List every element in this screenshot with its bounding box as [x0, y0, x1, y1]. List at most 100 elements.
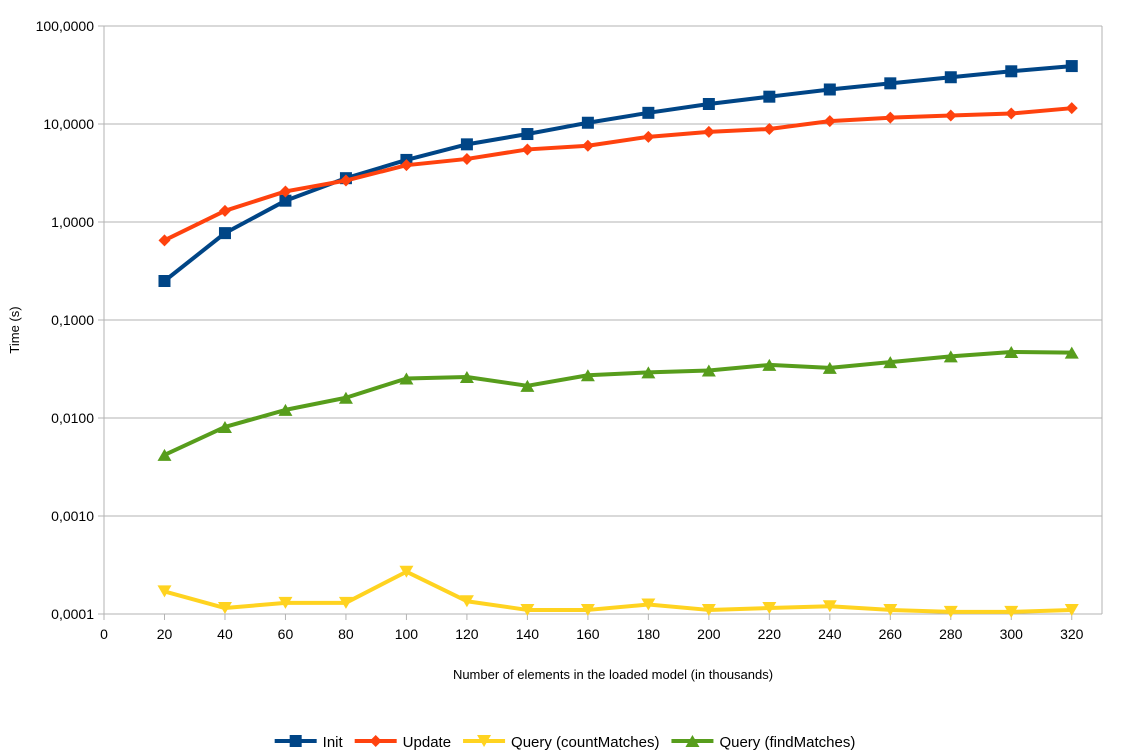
legend-marker	[685, 735, 700, 747]
data-point	[1064, 346, 1079, 359]
x-tick-label: 160	[576, 626, 600, 642]
data-point	[943, 350, 958, 363]
data-point	[883, 356, 898, 369]
data-point	[762, 602, 777, 615]
series-line	[162, 106, 1074, 243]
data-point	[580, 369, 595, 382]
data-point	[459, 595, 474, 608]
legend-marker	[369, 735, 382, 747]
data-point	[339, 174, 352, 187]
data-point	[702, 97, 715, 110]
data-point	[701, 364, 716, 377]
y-axis-title: Time (s)	[7, 306, 22, 353]
x-tick-label: 140	[516, 626, 540, 642]
series-line	[162, 569, 1074, 614]
x-tick-label: 240	[818, 626, 842, 642]
series-line	[162, 349, 1074, 457]
data-point	[944, 71, 957, 84]
legend: Init Update Query (countMatches) Query (fin…	[274, 734, 855, 751]
x-tick-label: 120	[455, 626, 479, 642]
y-tick-label: 0,1000	[51, 312, 94, 328]
y-tick-label: 1,0000	[51, 214, 94, 230]
y-tick-label: 0,0010	[51, 508, 94, 524]
data-point	[460, 152, 473, 165]
data-point	[400, 159, 413, 172]
data-point	[1004, 605, 1019, 618]
data-point	[884, 111, 897, 124]
tick-labels: 0,0001 0,0010 0,0100 0,1000 1,0000 10,0000 100…	[36, 18, 1084, 642]
series-update	[158, 102, 1078, 247]
legend-label: Query (countMatches)	[511, 734, 659, 751]
data-point	[580, 603, 595, 616]
data-point	[338, 596, 353, 609]
series-init	[158, 60, 1078, 288]
data-point	[1065, 102, 1078, 115]
data-point	[520, 379, 535, 392]
data-point	[822, 600, 837, 613]
data-point	[217, 602, 232, 615]
legend-item: Query (countMatches)	[463, 734, 659, 751]
data-point	[763, 122, 776, 135]
data-point	[521, 143, 534, 156]
legend-item: Update	[354, 734, 451, 751]
data-point	[459, 371, 474, 384]
data-point	[278, 403, 293, 416]
data-point	[762, 358, 777, 371]
data-point	[278, 596, 293, 609]
data-point	[279, 194, 292, 207]
x-tick-label: 100	[395, 626, 419, 642]
data-point	[338, 391, 353, 404]
data-point	[642, 130, 655, 143]
x-tick-label: 180	[637, 626, 661, 642]
data-point	[157, 448, 172, 461]
x-tick-label: 220	[758, 626, 782, 642]
data-point	[158, 275, 171, 288]
legend-label: Query (findMatches)	[719, 734, 855, 751]
data-point	[884, 77, 897, 90]
series-query-countmatches	[157, 565, 1079, 618]
data-point	[641, 598, 656, 611]
data-point	[460, 138, 473, 151]
data-point	[702, 125, 715, 138]
data-point	[944, 109, 957, 122]
data-point	[1005, 65, 1018, 78]
data-point	[1004, 345, 1019, 358]
axes	[98, 25, 1103, 620]
data-point	[279, 185, 292, 198]
y-tick-label: 10,0000	[43, 116, 94, 132]
data-point	[399, 565, 414, 578]
data-point	[823, 83, 836, 96]
series-line	[162, 64, 1074, 283]
legend-label: Update	[403, 734, 451, 751]
x-tick-label: 260	[879, 626, 903, 642]
x-axis-title: Number of elements in the loaded model (…	[453, 667, 773, 682]
data-point	[1064, 603, 1079, 616]
data-point	[641, 366, 656, 379]
series-query-findmatches	[157, 345, 1079, 461]
y-tick-label: 0,0100	[51, 410, 94, 426]
x-tick-label: 280	[939, 626, 963, 642]
x-tick-label: 80	[338, 626, 354, 642]
data-point	[157, 585, 172, 598]
x-tick-label: 200	[697, 626, 721, 642]
data-point	[1065, 60, 1078, 73]
series-area	[157, 60, 1079, 618]
data-point	[943, 605, 958, 618]
x-tick-label: 300	[1000, 626, 1024, 642]
legend-item: Query (findMatches)	[671, 734, 855, 751]
y-tick-label: 100,0000	[36, 18, 95, 34]
data-point	[520, 603, 535, 616]
data-point	[822, 361, 837, 374]
data-point	[399, 372, 414, 385]
legend-marker	[477, 735, 492, 747]
data-point	[823, 115, 836, 128]
data-point	[158, 234, 171, 247]
data-point	[218, 204, 231, 217]
x-tick-label: 20	[157, 626, 173, 642]
data-point	[521, 128, 534, 141]
data-point	[763, 90, 776, 103]
data-point	[1005, 107, 1018, 120]
legend-label: Init	[323, 734, 344, 751]
data-point	[217, 420, 232, 433]
